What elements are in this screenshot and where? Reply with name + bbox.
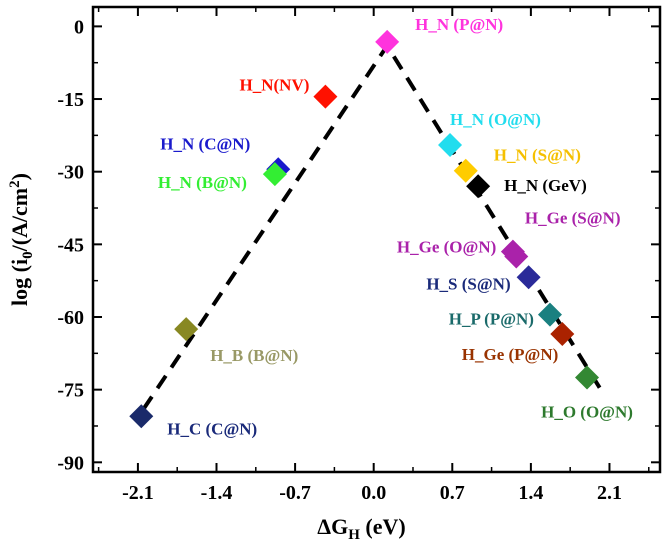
data-point-label: H_O (O@N): [541, 403, 633, 422]
data-point-label: H_N (GeV): [504, 176, 587, 195]
y-tick-label: -60: [57, 307, 84, 329]
data-point-diamond: [262, 162, 287, 187]
data-point-label: H_N(NV): [240, 76, 310, 95]
data-point-diamond: [575, 365, 600, 390]
x-axis-title: ΔGH (eV): [317, 514, 405, 543]
x-tick-label: -0.7: [279, 482, 311, 504]
data-points: H_N (P@N) H_N(NV) H_N (O@N) H_N (C@N) H_N (B…: [129, 15, 633, 438]
data-point-diamond: [516, 265, 541, 290]
data-point-diamond: [504, 244, 529, 269]
data-point-label: H_B (B@N): [210, 346, 298, 365]
data-point-diamond: [313, 84, 338, 109]
data-point-diamond: [438, 133, 463, 158]
data-point-label: H_Ge (O@N): [397, 237, 496, 256]
y-tick-label: -75: [57, 380, 84, 402]
data-point-label: H_N (O@N): [450, 110, 541, 129]
y-axis-title: log (i0/(A/cm2): [7, 173, 36, 306]
plot-frame: [91, 5, 662, 474]
x-tick-label: 0.7: [440, 482, 465, 504]
data-point-diamond: [550, 321, 575, 346]
data-point-diamond: [466, 174, 491, 199]
data-point-label: H_P (P@N): [449, 310, 534, 329]
data-point-label: H_Ge (S@N): [525, 209, 621, 228]
data-point-diamond: [453, 158, 478, 183]
data-point-label: H_C (C@N): [167, 419, 257, 438]
x-tick-label: 2.1: [597, 482, 622, 504]
data-point-label: H_N (B@N): [158, 173, 247, 192]
data-point-label: H_S (S@N): [426, 274, 510, 293]
data-point-diamond: [537, 302, 562, 327]
y-tick-label: -15: [57, 89, 84, 111]
data-point-label: H_N (S@N): [494, 146, 581, 165]
y-tick-label: -45: [57, 234, 84, 256]
data-point-label: H_Ge (P@N): [462, 345, 559, 364]
x-tick-label: -2.1: [122, 482, 154, 504]
x-tick-label: -1.4: [201, 482, 233, 504]
y-tick-label: -30: [57, 162, 84, 184]
data-point-diamond: [375, 29, 400, 54]
data-point-label: H_N (C@N): [160, 134, 250, 153]
data-point-label: H_N (P@N): [415, 15, 503, 34]
x-tick-label: 0.0: [361, 482, 386, 504]
y-tick-label: -90: [57, 452, 84, 474]
data-point-diamond: [129, 404, 154, 429]
data-point-diamond: [174, 317, 199, 342]
x-tick-label: 1.4: [518, 482, 543, 504]
y-tick-label: 0: [74, 16, 84, 38]
